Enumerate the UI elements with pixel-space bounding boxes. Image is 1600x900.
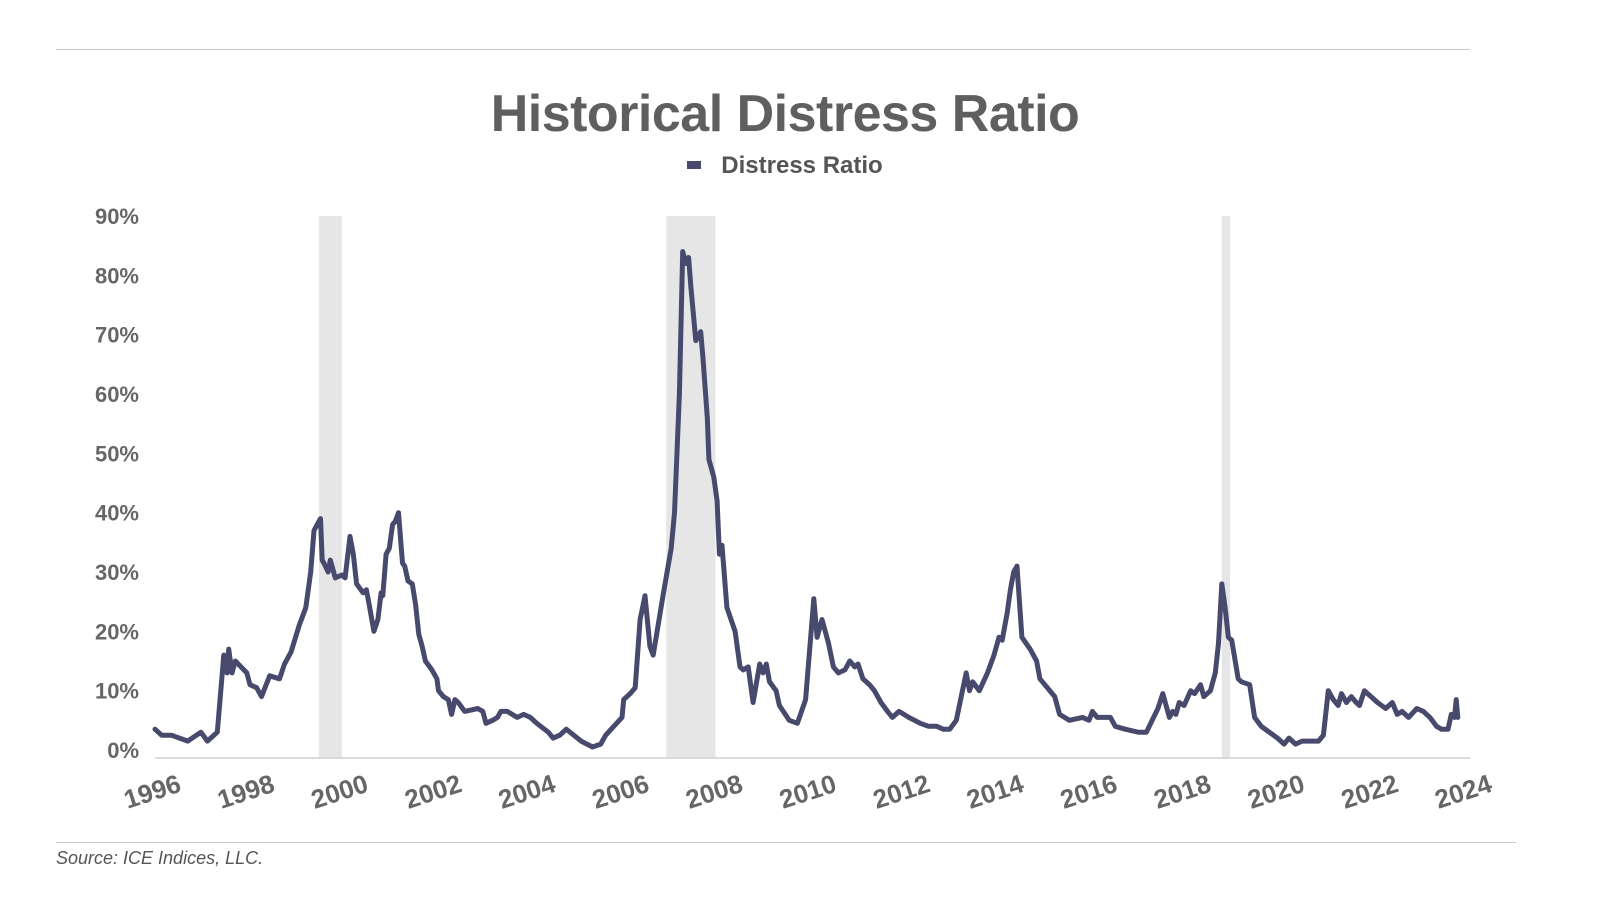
y-tick-label: 80% — [95, 263, 139, 288]
chart-title: Historical Distress Ratio — [490, 85, 1080, 143]
y-tick-label: 0% — [107, 738, 139, 763]
y-tick-label: 70% — [95, 323, 139, 348]
shaded-period-1 — [318, 216, 342, 758]
top-divider — [56, 49, 1470, 50]
x-tick-label: 2012 — [869, 768, 933, 814]
shaded-period-3 — [1221, 216, 1231, 758]
x-tick-label: 1998 — [214, 768, 278, 814]
legend-label: Distress Ratio — [721, 152, 883, 179]
x-tick-label: 1996 — [120, 768, 184, 814]
recession-shading — [318, 216, 1231, 758]
x-tick-label: 2010 — [776, 768, 840, 814]
x-tick-label: 2014 — [963, 768, 1028, 815]
y-tick-label: 10% — [95, 679, 139, 704]
source-note: Source: ICE Indices, LLC. — [56, 848, 264, 868]
x-tick-label: 2016 — [1057, 768, 1121, 814]
y-tick-label: 90% — [95, 204, 139, 229]
x-tick-label: 2020 — [1244, 768, 1308, 814]
y-tick-label: 30% — [95, 560, 139, 585]
y-tick-label: 20% — [95, 619, 139, 644]
x-tick-label: 2002 — [401, 768, 465, 814]
y-tick-label: 40% — [95, 501, 139, 526]
distress-ratio-line — [152, 249, 1461, 750]
x-tick-label: 2018 — [1150, 768, 1214, 814]
x-tick-label: 2022 — [1337, 768, 1401, 814]
y-tick-label: 50% — [95, 441, 139, 466]
y-tick-label: 60% — [95, 382, 139, 407]
legend-swatch — [687, 160, 702, 169]
x-tick-label: 2004 — [495, 768, 560, 815]
bottom-divider — [56, 842, 1516, 843]
legend: Distress Ratio — [0, 152, 1570, 180]
y-axis: 0% 10% 20% 30% 40% 50% 60% 70% 80% 90% — [95, 204, 139, 763]
x-tick-label: 2024 — [1431, 768, 1496, 815]
x-tick-label: 2006 — [588, 768, 652, 814]
x-tick-label: 2008 — [682, 768, 746, 814]
x-axis: 1996 1998 2000 2002 2004 2006 2008 2010 2012 2014… — [120, 768, 1496, 815]
x-tick-label: 2000 — [307, 768, 371, 814]
